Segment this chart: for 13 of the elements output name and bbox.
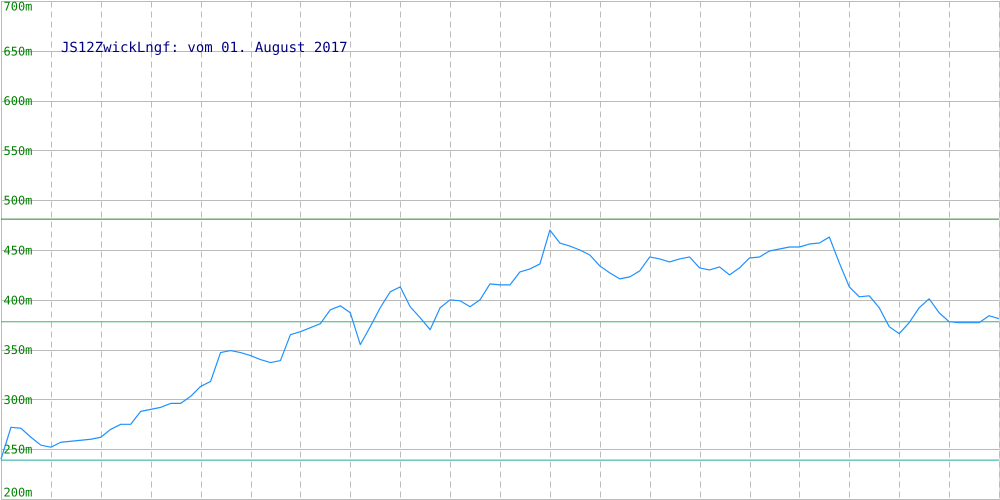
y-tick-label: 300m [4, 392, 32, 407]
y-tick-label: 700m [4, 0, 32, 14]
y-tick-label: 350m [4, 343, 32, 358]
y-tick-label: 650m [4, 44, 32, 58]
y-tick-label: 600m [4, 94, 32, 108]
y-tick-label: 550m [4, 144, 32, 158]
y-tick-label: 200m [4, 486, 32, 500]
line-series [0, 229, 1000, 460]
y-tick-label: 250m [4, 442, 32, 457]
y-tick-label: 500m [4, 194, 32, 208]
y-tick-label: 400m [4, 293, 32, 308]
text: JS12ZwickLngf: vom 01. August 2017 [61, 40, 348, 56]
y-tick-label: 450m [4, 244, 32, 258]
